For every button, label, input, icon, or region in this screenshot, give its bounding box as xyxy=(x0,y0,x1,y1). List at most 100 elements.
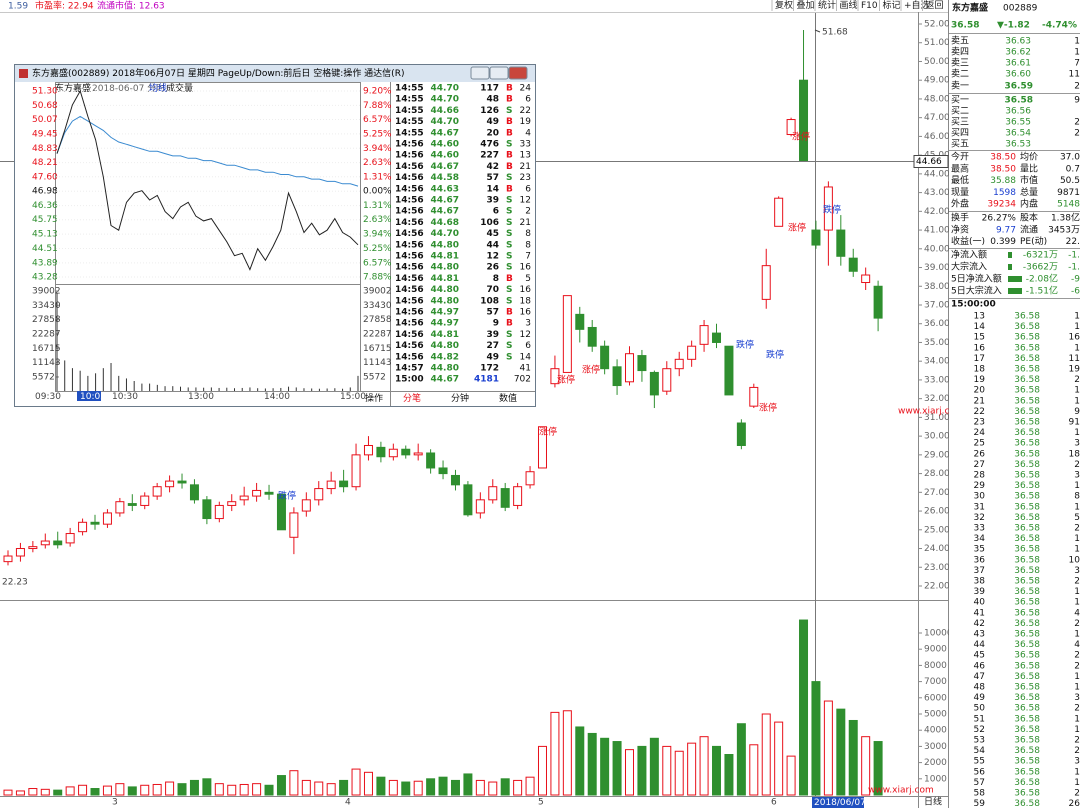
tick-volume: 2 xyxy=(1074,460,1080,470)
price-tick-label: 31.00 xyxy=(924,413,950,423)
book-price: 36.55 xyxy=(1005,118,1031,128)
tick-index: 50 xyxy=(974,704,986,714)
intraday-price-label: 50.68 xyxy=(32,101,58,111)
trade-time: 14:55 xyxy=(395,128,424,138)
candle-body xyxy=(774,197,784,227)
time-highlight xyxy=(77,391,101,401)
book-label: 买一 xyxy=(951,95,969,106)
trade-side: B xyxy=(506,117,513,127)
volume-bar xyxy=(289,770,299,796)
trade-side: S xyxy=(506,207,512,217)
window-button[interactable] xyxy=(489,66,509,80)
tick-index: 19 xyxy=(974,375,986,385)
tick-index: 27 xyxy=(974,460,985,470)
tab[interactable]: 数值 xyxy=(499,392,517,404)
tick-price: 36.58 xyxy=(1014,736,1040,746)
tick-price: 36.58 xyxy=(1014,725,1040,735)
book-volume: 7 xyxy=(1074,59,1080,69)
tick-index: 16 xyxy=(974,343,986,353)
stock-name: 东方嘉盛 xyxy=(952,2,988,14)
trade-count: 13 xyxy=(520,151,531,161)
trade-time: 14:56 xyxy=(395,308,424,318)
window-button[interactable] xyxy=(470,66,490,80)
toolbar-button[interactable]: 统计 xyxy=(818,0,836,11)
trade-time: 14:56 xyxy=(395,162,424,172)
flow-value: -6 xyxy=(1071,287,1080,297)
book-volume: 2 xyxy=(1074,118,1080,128)
intraday-window[interactable]: 东方嘉盛(002889) 2018年06月07日 星期四 PageUp/Down… xyxy=(14,64,536,407)
trade-volume: 227 xyxy=(480,151,499,161)
limit-down-label: 跌停 xyxy=(823,204,841,216)
tick-price: 36.58 xyxy=(1014,619,1040,629)
status-text: 市盈率: 22.94 xyxy=(35,0,94,12)
book-volume: 11 xyxy=(1069,70,1080,80)
book-volume: 2 xyxy=(1074,82,1080,92)
intraday-volume-label: 16715 xyxy=(363,344,392,354)
intraday-price-label: 45.75 xyxy=(32,215,58,225)
price-tick-label: 46.00 xyxy=(924,132,950,142)
limit-down-label: 跌停 xyxy=(278,490,296,502)
cursor-date: 2018/06/07/四 xyxy=(814,798,878,808)
tab[interactable]: 操作 xyxy=(365,392,383,404)
intraday-pct-label: 1.31% xyxy=(363,201,392,211)
window-title: 东方嘉盛(002889) 2018年06月07日 星期四 PageUp/Down… xyxy=(32,67,404,79)
candle-body xyxy=(587,326,597,347)
volume-bar xyxy=(475,779,485,796)
trade-count: 16 xyxy=(520,285,532,295)
volume-bar xyxy=(301,779,311,796)
tick-index: 34 xyxy=(974,534,986,544)
tick-index: 26 xyxy=(974,449,986,459)
trade-count: 8 xyxy=(525,240,531,250)
flow-label: 大宗流入 xyxy=(951,261,987,273)
tick-volume: 8 xyxy=(1074,492,1080,502)
toolbar-button[interactable]: 标记 xyxy=(883,0,901,11)
trade-time: 14:56 xyxy=(395,196,424,206)
price-tick-label: 26.00 xyxy=(924,507,950,517)
price-tick-label: 28.00 xyxy=(924,469,950,479)
tick-volume: 2 xyxy=(1074,704,1080,714)
candle-body xyxy=(388,448,398,458)
stat-value: 38.50 xyxy=(990,164,1016,174)
toolbar-button[interactable]: F10 xyxy=(861,1,878,11)
volume-bar xyxy=(202,778,212,796)
tick-volume: 9 xyxy=(1074,407,1080,417)
volume-bar xyxy=(15,790,25,796)
candle-body xyxy=(625,353,634,383)
tab[interactable]: 分笔 xyxy=(403,392,421,404)
toolbar-button[interactable]: 画线 xyxy=(840,0,858,11)
toolbar-button[interactable]: 返回 xyxy=(926,0,944,11)
intraday-volume-label: 16715 xyxy=(32,344,61,354)
candle-body xyxy=(227,501,237,506)
trade-time: 15:00 xyxy=(395,375,424,385)
tick-price: 36.58 xyxy=(1014,640,1040,650)
book-label: 卖五 xyxy=(951,36,969,47)
toolbar-button[interactable]: 叠加 xyxy=(797,0,815,11)
candle-body xyxy=(488,486,498,501)
stat-label: 换手 xyxy=(951,212,969,224)
tick-price: 36.58 xyxy=(1014,661,1040,671)
volume-tick-label: 8000 xyxy=(924,661,947,671)
intraday-header: 成交量 xyxy=(166,82,193,94)
volume-bar xyxy=(712,745,722,796)
volume-bar xyxy=(214,783,224,796)
trade-price: 44.80 xyxy=(431,364,459,374)
toolbar-button[interactable]: +自选 xyxy=(904,0,930,11)
tick-volume: 18 xyxy=(1069,449,1080,459)
tick-volume: 3 xyxy=(1074,693,1080,703)
tab[interactable]: 分钟 xyxy=(451,392,469,404)
price-tick-label: 40.00 xyxy=(924,244,950,254)
candle-body xyxy=(78,521,88,533)
window-button[interactable] xyxy=(508,66,528,80)
limit-up-label: 涨停 xyxy=(788,222,806,234)
tick-price: 36.58 xyxy=(1014,428,1040,438)
trade-time: 14:56 xyxy=(395,252,424,262)
candle-body xyxy=(736,422,746,446)
stat-value: 22. xyxy=(1066,237,1080,247)
volume-bar xyxy=(326,783,336,796)
trade-volume: 48 xyxy=(486,95,499,105)
stat-label: 市值 xyxy=(1020,174,1038,186)
stat-value: 0.7 xyxy=(1066,164,1080,174)
tick-volume: 2 xyxy=(1074,577,1080,587)
toolbar-button[interactable]: 复权 xyxy=(775,0,793,11)
